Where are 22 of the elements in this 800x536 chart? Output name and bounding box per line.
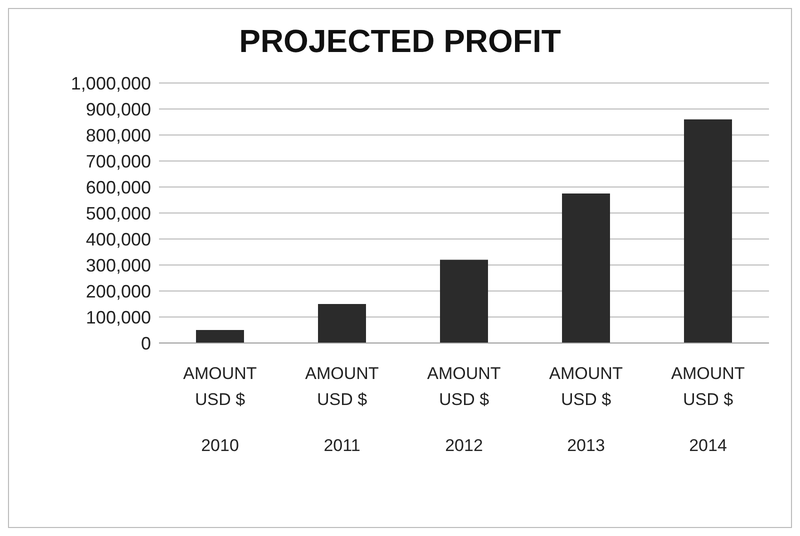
y-tick-label: 0 [140, 333, 151, 354]
bar [562, 194, 610, 343]
category-label: AMOUNT USD $ 2014 [671, 364, 745, 455]
category-label: AMOUNT USD $ 2012 [427, 364, 501, 455]
y-tick-label: 200,000 [86, 281, 151, 302]
y-tick-label: 1,000,000 [70, 73, 151, 94]
y-tick-label: 800,000 [86, 125, 151, 146]
y-tick-label: 900,000 [86, 99, 151, 120]
category-label: AMOUNT USD $ 2013 [549, 364, 623, 455]
category-label: AMOUNT USD $ 2011 [305, 364, 379, 455]
y-tick-label: 600,000 [86, 177, 151, 198]
bar [440, 260, 488, 343]
category-label: AMOUNT USD $ 2010 [183, 364, 257, 455]
y-tick-label: 700,000 [86, 151, 151, 172]
chart-title: PROJECTED PROFIT [238, 22, 562, 61]
y-tick-label: 300,000 [86, 255, 151, 276]
bar [196, 330, 244, 343]
bar [318, 304, 366, 343]
y-tick-label: 400,000 [86, 229, 151, 250]
bar [684, 119, 732, 343]
y-tick-label: 500,000 [86, 203, 151, 224]
y-tick-label: 100,000 [86, 307, 151, 328]
